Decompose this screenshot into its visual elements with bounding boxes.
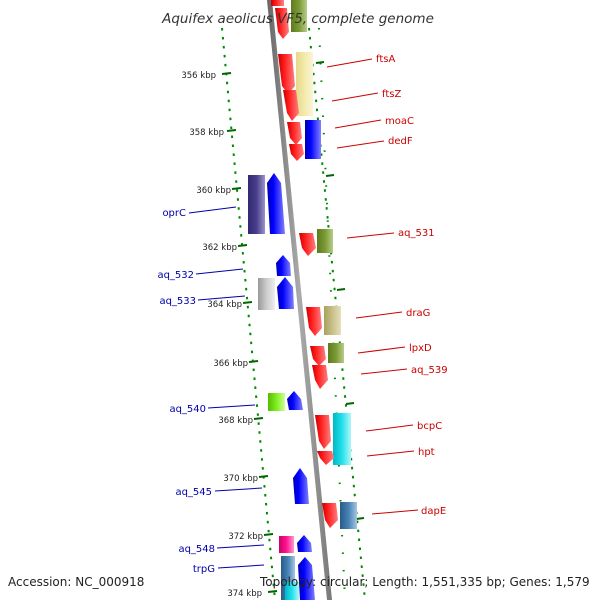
gene-label-dedF: dedF: [388, 136, 413, 147]
left-leader-lines: [188, 206, 265, 569]
tick-label: 374 kbp: [227, 589, 262, 599]
gene-red: [275, 8, 289, 39]
gene-blue: [287, 391, 303, 410]
gene-dapE-steel: [340, 502, 357, 529]
gene-red: [312, 365, 328, 389]
gene-blue: [298, 557, 315, 600]
gene-aq_540-lime: [268, 393, 285, 411]
gene-blue: [297, 535, 312, 552]
gene-moaC-blue: [305, 120, 321, 159]
gene-ftsA-khaki: [296, 52, 313, 116]
gene-red: [315, 415, 331, 449]
left-gene-labels: oprC aq_532 aq_533 aq_540 aq_545 aq_548 …: [157, 208, 215, 575]
tick-label: 364 kbp: [207, 300, 242, 310]
gene-aq_548-pink: [279, 536, 294, 553]
gene-red: [299, 233, 316, 256]
gene-blue: [293, 468, 309, 504]
gene-blue: [267, 173, 285, 234]
gene-red: [278, 54, 295, 94]
accession-text: Accession: NC_000918: [8, 575, 144, 589]
gene-aq_533-gray: [258, 278, 275, 310]
gene-label-bcpC: bcpC: [417, 421, 442, 432]
tick-marks: [221, 72, 278, 593]
gene-red-top: [271, 0, 284, 6]
gene-label-oprC: oprC: [162, 208, 186, 219]
gene-label-aq_540: aq_540: [169, 404, 206, 415]
tick-labels: 356 kbp 358 kbp 360 kbp 362 kbp 364 kbp …: [181, 71, 263, 599]
gene-red: [289, 144, 304, 161]
gene-blue: [276, 255, 291, 276]
genome-backbone: [267, 0, 332, 600]
map-title: Aquifex aeolicus VF5, complete genome: [161, 11, 434, 27]
tick-label: 370 kbp: [223, 474, 258, 484]
tick-label: 368 kbp: [218, 416, 253, 426]
gene-label-ftsZ: ftsZ: [382, 89, 401, 100]
gene-label-aq_533: aq_533: [159, 296, 196, 307]
gene-red: [317, 451, 334, 465]
gene-bcpC-cyan: [333, 413, 351, 465]
outer-dotted-ring-left: [221, 27, 276, 600]
gene-label-lpxD: lpxD: [409, 343, 432, 354]
gene-red: [322, 503, 338, 528]
gene-oprC-purple: [248, 175, 265, 234]
gene-red: [287, 122, 302, 145]
gene-label-moaC: moaC: [385, 116, 414, 127]
gene-label-draG: draG: [406, 308, 430, 319]
genome-summary-text: Topology: circular; Length: 1,551,335 bp…: [259, 575, 590, 589]
gene-red: [283, 90, 299, 121]
gene-label-aq_532: aq_532: [157, 270, 194, 281]
tick-label: 358 kbp: [189, 128, 224, 138]
gene-red: [310, 346, 326, 366]
gene-lpxD-olive: [328, 343, 344, 363]
gene-label-aq_531: aq_531: [398, 228, 435, 239]
tick-label: 356 kbp: [181, 71, 216, 81]
tick-label: 362 kbp: [202, 243, 237, 253]
gene-aq_531-olive: [317, 229, 333, 253]
right-gene-labels: ftsA ftsZ moaC dedF aq_531 draG lpxD aq_…: [376, 54, 448, 517]
gene-olive-top: [291, 0, 307, 32]
gene-features: [248, 0, 357, 600]
gene-red: [306, 307, 322, 336]
gene-cyan-bottom: [285, 582, 299, 600]
right-tick-marks: [315, 61, 365, 520]
gene-label-ftsA: ftsA: [376, 54, 395, 65]
tick-label: 360 kbp: [196, 186, 231, 196]
gene-blue: [277, 277, 294, 309]
gene-label-aq_548: aq_548: [178, 544, 215, 555]
gene-label-dapE: dapE: [421, 506, 446, 517]
tick-label: 366 kbp: [213, 359, 248, 369]
gene-label-aq_539: aq_539: [411, 365, 448, 376]
tick-label: 372 kbp: [228, 532, 263, 542]
gene-label-aq_545: aq_545: [175, 487, 212, 498]
gene-draG-tan: [324, 306, 341, 335]
gene-label-hpt: hpt: [418, 447, 435, 458]
right-leader-lines: [326, 58, 419, 515]
gene-label-trpG: trpG: [193, 564, 215, 575]
